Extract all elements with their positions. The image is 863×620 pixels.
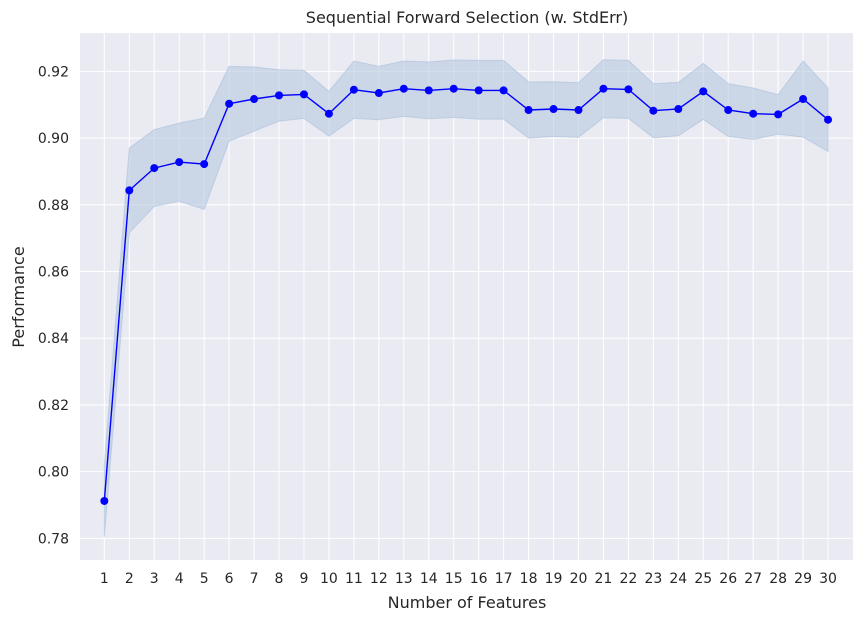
- x-tick-label: 28: [769, 571, 787, 587]
- x-tick-label: 3: [150, 571, 159, 587]
- data-point: [225, 99, 234, 108]
- data-point: [499, 86, 508, 95]
- x-tick-label: 4: [175, 571, 184, 587]
- x-tick-label: 18: [520, 571, 538, 587]
- x-tick-label: 26: [719, 571, 737, 587]
- y-tick-label: 0.86: [38, 264, 69, 280]
- x-tick-label: 10: [320, 571, 338, 587]
- y-tick-label: 0.90: [38, 131, 69, 147]
- x-tick-label: 14: [420, 571, 438, 587]
- data-point: [549, 105, 558, 114]
- data-point: [674, 105, 683, 114]
- data-point: [349, 85, 358, 94]
- x-tick-label: 5: [200, 571, 209, 587]
- data-point: [799, 95, 808, 104]
- data-point: [524, 106, 533, 115]
- performance-line: [103, 87, 829, 502]
- x-tick-label: 7: [250, 571, 259, 587]
- x-tick-label: 12: [370, 571, 388, 587]
- x-tick-label: 11: [345, 571, 363, 587]
- y-tick-label: 0.88: [38, 198, 69, 214]
- x-tick-label: 2: [125, 571, 134, 587]
- data-point: [200, 160, 209, 169]
- data-point: [100, 496, 109, 505]
- chart-title: Sequential Forward Selection (w. StdErr): [306, 8, 628, 27]
- y-tick-label: 0.84: [38, 331, 69, 347]
- x-tick-label: 9: [300, 571, 309, 587]
- x-tick-label: 16: [470, 571, 488, 587]
- data-point: [374, 89, 383, 98]
- x-tick-label: 17: [495, 571, 513, 587]
- data-point: [449, 84, 458, 93]
- x-tick-label: 21: [595, 571, 613, 587]
- data-point: [175, 158, 184, 167]
- x-tick-label: 13: [395, 571, 413, 587]
- data-point: [275, 91, 284, 100]
- y-axis-label: Performance: [9, 246, 28, 347]
- x-axis-label: Number of Features: [388, 593, 547, 612]
- data-point: [824, 115, 833, 124]
- data-point: [299, 90, 308, 99]
- y-tick-labels: 0.78 0.80 0.82 0.84 0.86 0.88 0.90 0.92: [38, 64, 69, 547]
- data-point: [599, 84, 608, 93]
- x-tick-label: 30: [819, 571, 837, 587]
- data-point: [724, 106, 733, 115]
- data-point: [474, 86, 483, 95]
- data-point: [324, 109, 333, 118]
- data-point: [649, 106, 658, 115]
- data-point: [749, 109, 758, 118]
- data-point: [250, 95, 259, 104]
- x-tick-label: 19: [545, 571, 563, 587]
- data-point: [699, 87, 708, 96]
- x-tick-label: 23: [644, 571, 662, 587]
- data-point: [125, 186, 134, 195]
- x-tick-label: 15: [445, 571, 463, 587]
- x-tick-label: 8: [275, 571, 284, 587]
- x-tick-labels: 1 2 3 4 5 6 7 8 9 10 11 12 13 14 15 16 17 18 19 20 21 22 23 24 2…: [100, 571, 837, 587]
- data-point: [574, 106, 583, 115]
- y-tick-label: 0.92: [38, 64, 69, 80]
- x-tick-label: 22: [619, 571, 637, 587]
- x-tick-label: 1: [100, 571, 109, 587]
- x-tick-label: 29: [794, 571, 812, 587]
- x-tick-label: 20: [570, 571, 588, 587]
- x-tick-label: 6: [225, 571, 234, 587]
- stderr-band: [103, 59, 829, 538]
- y-tick-label: 0.80: [38, 465, 69, 481]
- grid: [80, 33, 853, 560]
- x-tick-label: 27: [744, 571, 762, 587]
- x-tick-label: 24: [669, 571, 687, 587]
- data-point: [424, 86, 433, 95]
- data-points: [100, 84, 833, 505]
- y-tick-label: 0.82: [38, 398, 69, 414]
- data-point: [774, 110, 783, 119]
- data-point: [399, 84, 408, 93]
- y-tick-label: 0.78: [38, 531, 69, 547]
- data-point: [150, 164, 159, 173]
- data-point: [624, 85, 633, 94]
- x-tick-label: 25: [694, 571, 712, 587]
